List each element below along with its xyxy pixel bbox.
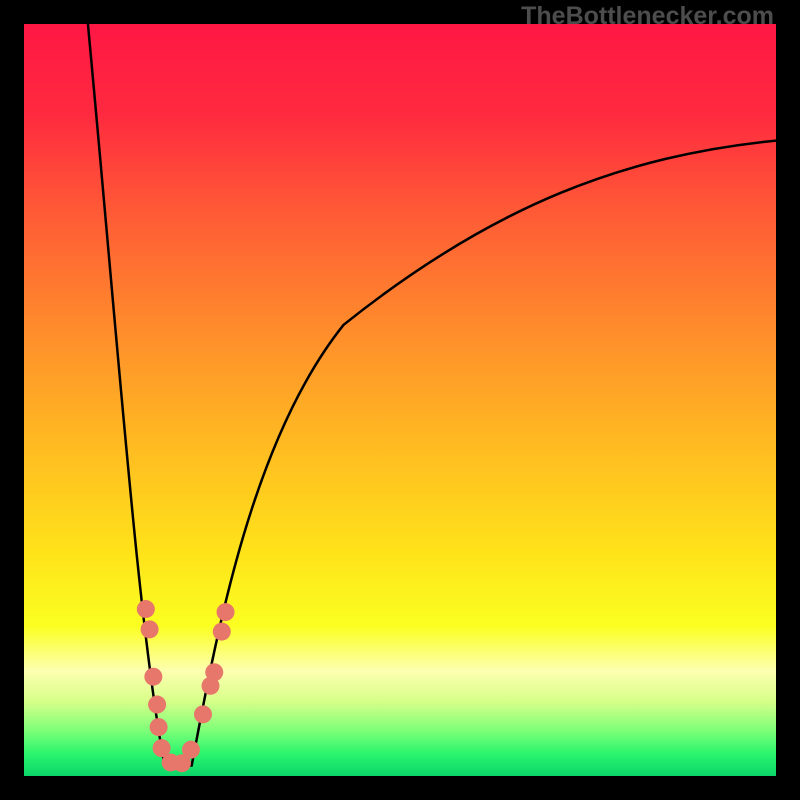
chart-frame: TheBottlenecker.com bbox=[0, 0, 800, 800]
plot-area bbox=[24, 24, 776, 776]
scatter-point bbox=[148, 696, 166, 714]
bottleneck-curve bbox=[88, 24, 776, 766]
scatter-point bbox=[144, 668, 162, 686]
scatter-point bbox=[213, 623, 231, 641]
scatter-point bbox=[194, 705, 212, 723]
watermark-text: TheBottlenecker.com bbox=[521, 2, 774, 31]
scatter-point bbox=[217, 603, 235, 621]
scatter-point bbox=[141, 620, 159, 638]
scatter-point bbox=[137, 600, 155, 618]
scatter-point bbox=[150, 718, 168, 736]
curve-layer bbox=[24, 24, 776, 776]
scatter-point bbox=[182, 741, 200, 759]
scatter-point bbox=[205, 663, 223, 681]
